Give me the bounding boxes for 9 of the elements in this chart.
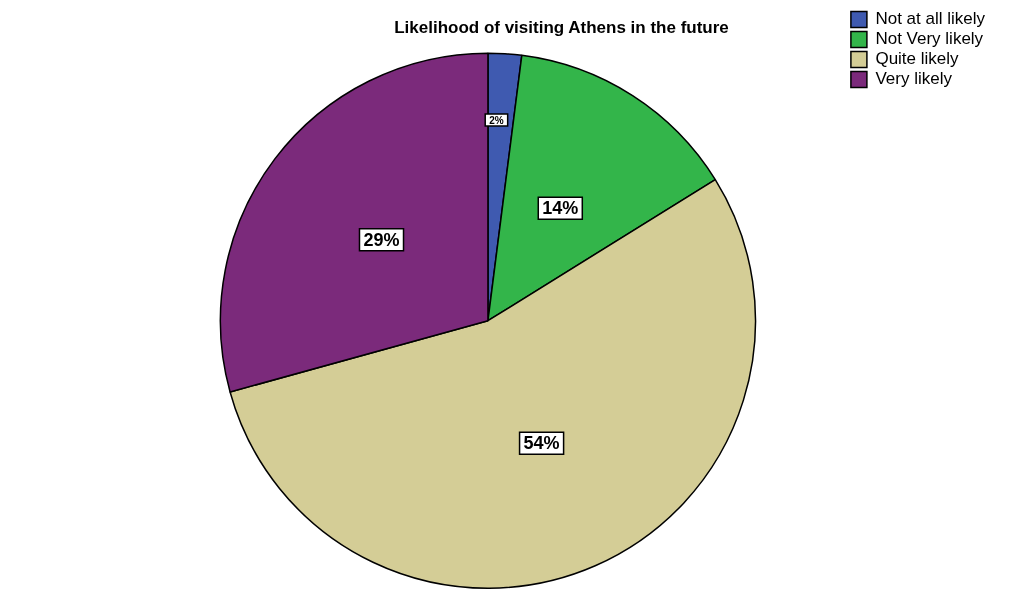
text: Likelihood of visiting Athens in the future	[394, 17, 729, 37]
legend-label: Very likely	[875, 69, 953, 89]
data-label: 29%	[363, 229, 400, 250]
legend-label: Not at all likely	[875, 9, 986, 29]
data-label: 2%	[489, 114, 504, 126]
legend-label: Not Very likely	[875, 29, 984, 49]
data-label: 14%	[542, 198, 579, 219]
data-label: 54%	[523, 433, 560, 454]
legend-label: Quite likely	[875, 49, 960, 69]
